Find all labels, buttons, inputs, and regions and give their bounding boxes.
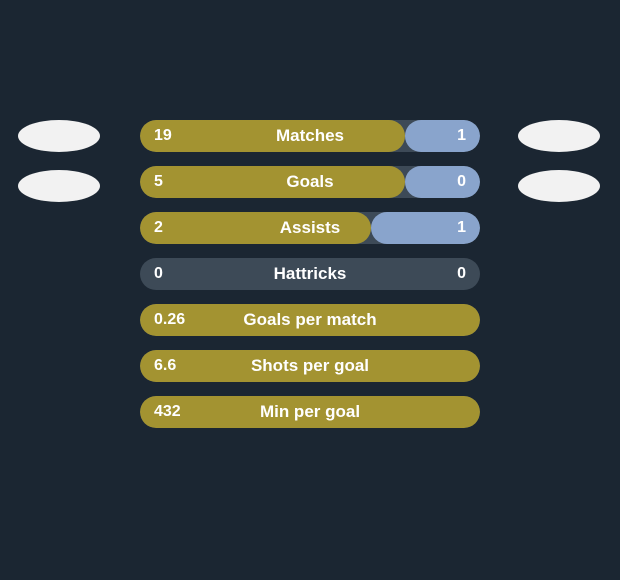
stat-value-left: 0.26: [154, 311, 185, 329]
stat-label: Hattricks: [274, 264, 347, 284]
stat-value-left: 19: [154, 127, 172, 145]
stat-row: 19 Matches 1: [140, 120, 480, 152]
avatar-placeholder: [518, 120, 600, 152]
stat-row: 6.6 Shots per goal: [140, 350, 480, 382]
stat-value-left: 0: [154, 265, 163, 283]
stat-fill-right: [405, 120, 480, 152]
avatar-placeholder: [18, 170, 100, 202]
stat-value-left: 6.6: [154, 357, 176, 375]
stat-label: Assists: [280, 218, 340, 238]
stat-row: 0 Hattricks 0: [140, 258, 480, 290]
stat-value-left: 5: [154, 173, 163, 191]
background: [0, 0, 620, 580]
avatar-placeholder: [18, 120, 100, 152]
stat-value-right: 0: [457, 173, 466, 191]
stat-value-right: 1: [457, 127, 466, 145]
stat-row: 5 Goals 0: [140, 166, 480, 198]
avatar-placeholder: [518, 170, 600, 202]
stat-fill-left: [140, 120, 405, 152]
stat-value-right: 0: [457, 265, 466, 283]
stat-value-left: 432: [154, 403, 181, 421]
stat-fill-right: [405, 166, 480, 198]
stat-row: 0.26 Goals per match: [140, 304, 480, 336]
stat-label: Shots per goal: [251, 356, 369, 376]
stat-fill-left: [140, 166, 405, 198]
stat-value-right: 1: [457, 219, 466, 237]
stat-label: Matches: [276, 126, 344, 146]
stat-label: Goals per match: [243, 310, 376, 330]
stat-label: Min per goal: [260, 402, 360, 422]
stat-row: 2 Assists 1: [140, 212, 480, 244]
stat-label: Goals: [286, 172, 333, 192]
stat-row: 432 Min per goal: [140, 396, 480, 428]
stat-value-left: 2: [154, 219, 163, 237]
